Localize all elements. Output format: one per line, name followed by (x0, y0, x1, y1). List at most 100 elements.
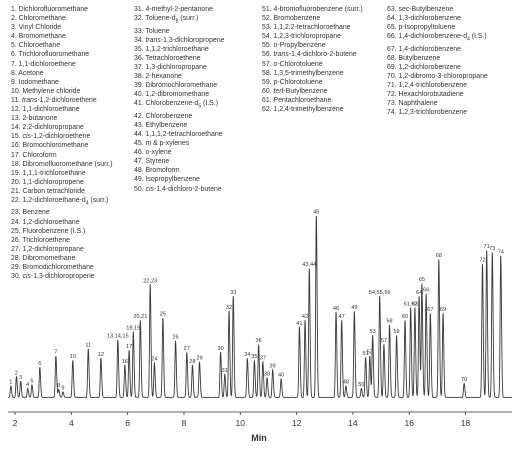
legend-item: 47. Styrene (134, 158, 170, 166)
peak-label: 54,55,56 (369, 290, 391, 296)
peak-label: 58 (386, 319, 392, 325)
legend-item: 5. Chloroethane (11, 42, 61, 50)
x-tick-label: 14 (348, 418, 358, 428)
legend-item: 25. Fluorobenzene (I.S.) (11, 227, 86, 235)
legend-item: 51. 4-bromofluorobenzene (surr.) (262, 6, 363, 13)
peak-label: 9 (61, 385, 64, 391)
peak-label: 71 (484, 244, 490, 250)
x-tick-label: 4 (69, 418, 74, 428)
legend-column-3: 51. 4-bromofluorobenzene (surr.) 52. Brom… (262, 5, 363, 114)
legend-column-1: 1. Dichlorofluoromethane 2. Chloromethane… (11, 5, 113, 281)
peak-label: 48 (343, 380, 349, 386)
legend-column-4: 63. sec-Butylbenzene 64. 1,3-dichlorobenz… (387, 5, 488, 118)
legend-item: 74. 1,2,3-trichlorobenzene (387, 109, 468, 117)
legend-item: 41. Chlorobenzene-d5 (I.S.) (134, 100, 218, 110)
x-tick-label: 18 (461, 418, 471, 428)
x-tick-label: 8 (182, 418, 187, 428)
legend-item: 54. 1,2,3-trichloropropane (262, 33, 341, 41)
peak-label: 70 (461, 377, 467, 383)
x-tick-label: 6 (125, 418, 130, 428)
legend-item: 48. Bromoform (134, 167, 180, 175)
legend-item: 29. Bromodichloromethane (11, 264, 94, 271)
peak-label: 24 (151, 357, 157, 363)
peak-label: 2 (15, 370, 18, 376)
peak-label: 68 (436, 253, 442, 259)
legend-item: 67. 1,4-dichlorobenzene (387, 45, 461, 53)
legend-item: 56. trans-1,4-dichloro-2-butene (262, 51, 357, 59)
legend-item: 49. Isopropylbenzene (134, 176, 200, 184)
legend-item: 40. 1,2-dibromomethane (134, 91, 210, 99)
peak-label: 3 (19, 375, 22, 381)
legend-item: 59. p-Chlorotoluene (262, 78, 323, 86)
peak-label: 39 (270, 363, 276, 369)
peak-label: 41 (296, 321, 302, 327)
peak-label: 61,62 (404, 301, 418, 307)
peak-label: 18,19 (126, 325, 140, 331)
legend-item: 64. 1,3-dichlorobenzene (387, 15, 461, 23)
peak-label: 28 (189, 359, 195, 365)
x-tick-label: 16 (404, 418, 414, 428)
x-tick-label: 2 (13, 418, 18, 428)
legend-item: 33. Toluene (134, 27, 170, 35)
legend-item: 62. 1,2,4-trimethylbenzene (262, 106, 344, 114)
peak-label: 67 (427, 307, 433, 313)
legend-item: 53. 1,1,2,2-tetrachloroethane (262, 24, 351, 32)
legend-item: 4. Bromomethane (11, 33, 66, 41)
legend-item: 68. Butylbenzene (387, 54, 441, 62)
peak-label: 20,21 (133, 314, 147, 320)
peak-label: 42 (302, 314, 308, 320)
x-tick-label: 10 (236, 418, 246, 428)
peak-label: 40 (278, 373, 284, 379)
legend-item: 57. o-Chlorotoluene (262, 60, 323, 68)
legend-item: 7. 1,1-dichloroethene (11, 60, 76, 68)
legend-item: 58. 1,3,5-trimethylbenzene (262, 69, 344, 77)
peak-label: 29 (196, 355, 202, 361)
legend-item: 45. m & p-xylenes (134, 140, 190, 148)
peak-label: 51 (362, 351, 368, 357)
legend-item: 38. 2-hexanone (134, 73, 182, 81)
peak-label: 33 (230, 290, 236, 296)
peak-label: 7 (54, 350, 57, 356)
legend-item: 50. cis-1,4-dichloro-2-butene (134, 185, 222, 193)
legend-item: 61. Pentachloroethane (262, 96, 332, 104)
legend-item: 43. Ethylbenzene (134, 121, 188, 129)
peak-label: 13,14,15 (107, 334, 129, 340)
legend-item: 2. Chloromethane (11, 15, 66, 23)
legend-item: 34. trans-1,3-dichloropropene (134, 36, 225, 44)
legend-item: 35. 1,1,2-trichloroethane (134, 45, 209, 53)
peak-label: 63 (412, 301, 418, 307)
peak-label: 69 (440, 307, 446, 313)
peak-label: 38 (264, 371, 270, 377)
peak-label: 74 (498, 250, 504, 256)
legend-item: 31. 4-methyl-2-pentanone (134, 6, 213, 13)
peak-label: 47 (339, 314, 345, 320)
legend-item: 13. 2-butanone (11, 115, 58, 123)
peak-label: 16 (122, 359, 128, 365)
x-axis: 2 4 6 8 10 12 14 16 18 (8, 411, 512, 428)
legend-item: 44. 1,1,1,2-tetrachloroethane (134, 130, 223, 138)
compound-legend: 1. Dichlorofluoromethane 2. Chloromethane… (0, 0, 517, 280)
peak-label: 10 (70, 354, 76, 360)
legend-item: 12. 1,1-dichloroethane (11, 106, 80, 114)
legend-item: 60. tert-Butylbenzene (262, 87, 328, 95)
legend-item: 28. Dibromomethane (11, 254, 76, 262)
legend-item: 63. sec-Butylbenzene (387, 6, 454, 13)
peak-label: 66 (423, 288, 429, 294)
legend-item: 46. o-xylene (134, 149, 172, 157)
peak-label: 59 (393, 329, 399, 335)
peak-label: 52 (367, 350, 373, 356)
legend-item: 27. 1,2-dichloropropane (11, 245, 84, 253)
legend-item: 23. Benzene (11, 209, 50, 217)
peak-label: 8 (57, 383, 60, 389)
legend-item: 8. Acetone (11, 69, 44, 77)
peak-label: 22,23 (143, 278, 157, 284)
legend-item: 21. Carbon tetrachloride (11, 187, 85, 195)
peak-label: 50 (358, 382, 364, 388)
legend-item: 17. Chloroform (11, 151, 57, 159)
legend-item: 15. cis-1,2-dichloroethene (11, 133, 91, 141)
peak-label: 64 (416, 290, 422, 296)
legend-item: 73. Naphthalene (387, 100, 438, 108)
peak-label: 26 (172, 335, 178, 341)
